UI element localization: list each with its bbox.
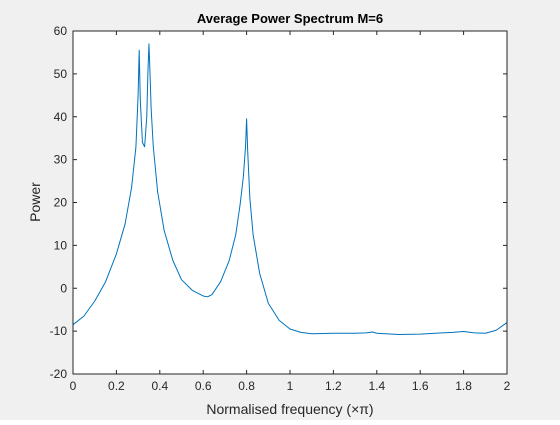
x-tick-label: 1.6 xyxy=(412,379,429,393)
x-tick-label: 2 xyxy=(504,379,511,393)
plot-border xyxy=(72,30,508,375)
y-tick-label: 50 xyxy=(54,67,68,81)
x-tick-label: 0 xyxy=(70,379,77,393)
chart-title: Average Power Spectrum M=6 xyxy=(197,11,383,26)
y-tick-label: 20 xyxy=(54,196,68,210)
y-tick-label: 40 xyxy=(54,110,68,124)
x-tick-label: 1.2 xyxy=(325,379,342,393)
x-tick-label: 0.6 xyxy=(195,379,212,393)
y-tick-label: 10 xyxy=(54,238,68,252)
x-tick-label: 1 xyxy=(287,379,294,393)
y-tick-label: 30 xyxy=(54,153,68,167)
y-axis-label: Power xyxy=(27,182,43,222)
x-axis-label: Normalised frequency (×π) xyxy=(206,401,373,417)
y-tick-label: -10 xyxy=(50,324,68,338)
x-tick-label: 0.2 xyxy=(108,379,125,393)
y-tick-label: -20 xyxy=(50,367,68,381)
y-tick-label: 60 xyxy=(54,24,68,38)
x-tick-label: 0.4 xyxy=(151,379,168,393)
data-layer xyxy=(72,43,508,336)
x-tick-label: 1.4 xyxy=(368,379,385,393)
x-tick-label: 1.8 xyxy=(455,379,472,393)
plot-area xyxy=(73,31,507,374)
label-layer: 0 0.2 0.4 0.6 0.8 1 1.2 1.4 1.6 1.8 2 -20 -10 0 10 20 30… xyxy=(50,24,511,393)
x-tick-label: 0.8 xyxy=(238,379,255,393)
y-tick-label: 0 xyxy=(60,281,67,295)
series-line xyxy=(72,43,508,336)
